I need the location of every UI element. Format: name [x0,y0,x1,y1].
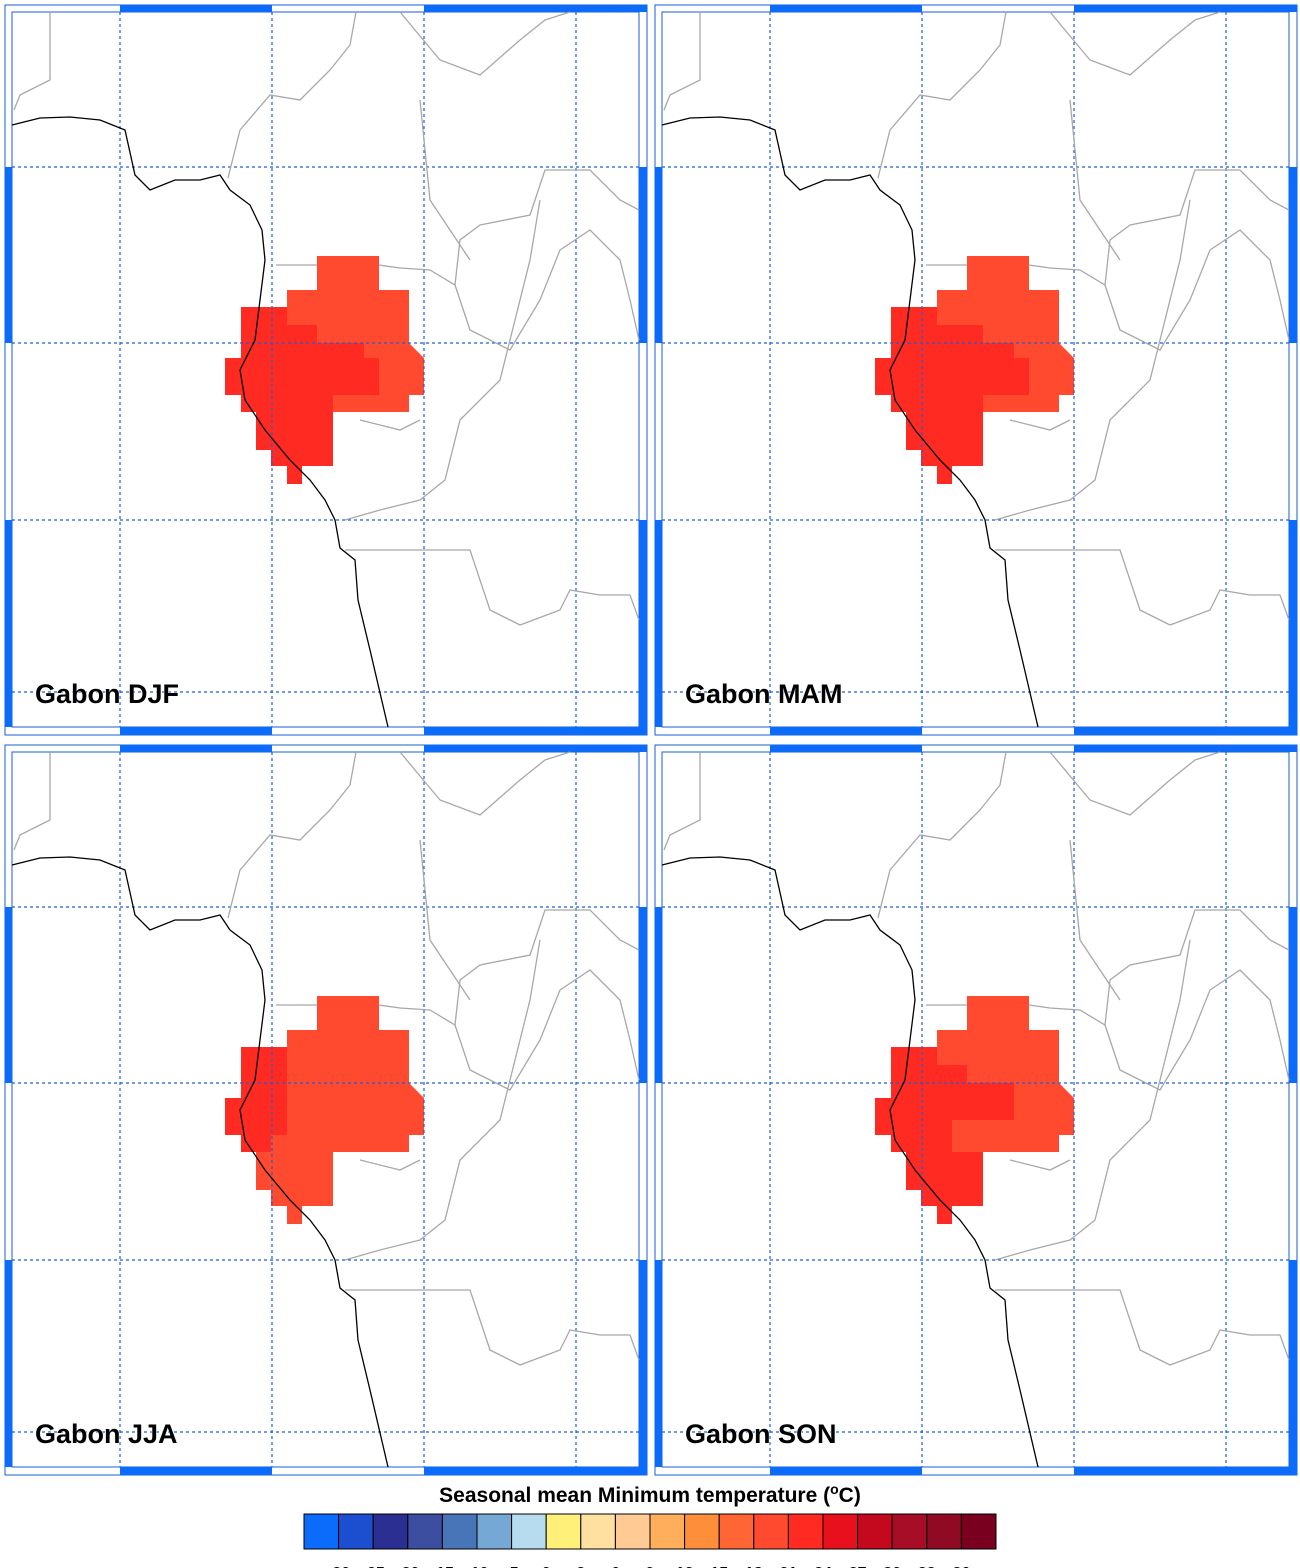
colorbar-label: 12 [676,1565,694,1568]
colorbar-box [476,1513,513,1550]
colorbar-title-end: C) [839,1484,861,1507]
colorbar-box [649,1513,686,1550]
colorbar-box [857,1513,893,1550]
colorbar-label: 33 [918,1565,936,1568]
colorbar-label: 6 [611,1565,620,1568]
colorbar-box [407,1513,443,1550]
colorbar-label: 9 [646,1565,655,1568]
colorbar-label: 15 [710,1565,728,1568]
colorbar-label: -20 [396,1565,419,1568]
colorbar-label: 36 [953,1565,971,1568]
colorbar: <-30-25-20-15-10-50369121518212427303336… [299,1513,1001,1568]
colorbar-label: > [991,1565,1000,1568]
colorbar-box [614,1513,651,1550]
colorbar-box [753,1513,789,1550]
colorbar-box [303,1513,340,1550]
colorbar-label: -25 [362,1565,385,1568]
colorbar-box [891,1513,928,1550]
colorbar-box [511,1513,547,1550]
map-panel: Gabon JJA [4,744,648,1476]
colorbar-box [580,1513,616,1550]
colorbar-box [545,1513,582,1550]
colorbar-box [338,1513,374,1550]
colorbar-label: 18 [745,1565,763,1568]
colorbar-box [684,1513,720,1550]
colorbar-box [372,1513,409,1550]
colorbar-box [718,1513,755,1550]
colorbar-label: 3 [576,1565,585,1568]
colorbar-box [441,1513,478,1550]
colorbar-label: 0 [542,1565,551,1568]
colorbar-label: -5 [504,1565,518,1568]
colorbar-title: Seasonal mean Minimum temperature (oC) [439,1481,861,1507]
colorbar-label: 24 [814,1565,832,1568]
colorbar-label: < [299,1565,308,1568]
colorbar-box [960,1513,997,1550]
panel-title: Gabon DJF [35,679,179,709]
colorbar-label: 27 [849,1565,867,1568]
colorbar-title-sup: o [830,1481,839,1497]
colorbar-label: -15 [431,1565,454,1568]
colorbar-title-text: Seasonal mean Minimum temperature ( [439,1484,830,1507]
colorbar-label: 30 [883,1565,901,1568]
colorbar-box [787,1513,824,1550]
colorbar-box [822,1513,859,1550]
colorbar-label: -30 [327,1565,350,1568]
map-panel: Gabon MAM [654,4,1298,736]
colorbar-label: -10 [465,1565,488,1568]
panel-title: Gabon MAM [685,679,842,709]
colorbar-box [926,1513,962,1550]
map-panel: Gabon DJF [4,4,648,736]
map-panel: Gabon SON [654,744,1298,1476]
panel-title: Gabon SON [685,1419,837,1449]
colorbar-label: 21 [780,1565,798,1568]
panel-title: Gabon JJA [35,1419,178,1449]
